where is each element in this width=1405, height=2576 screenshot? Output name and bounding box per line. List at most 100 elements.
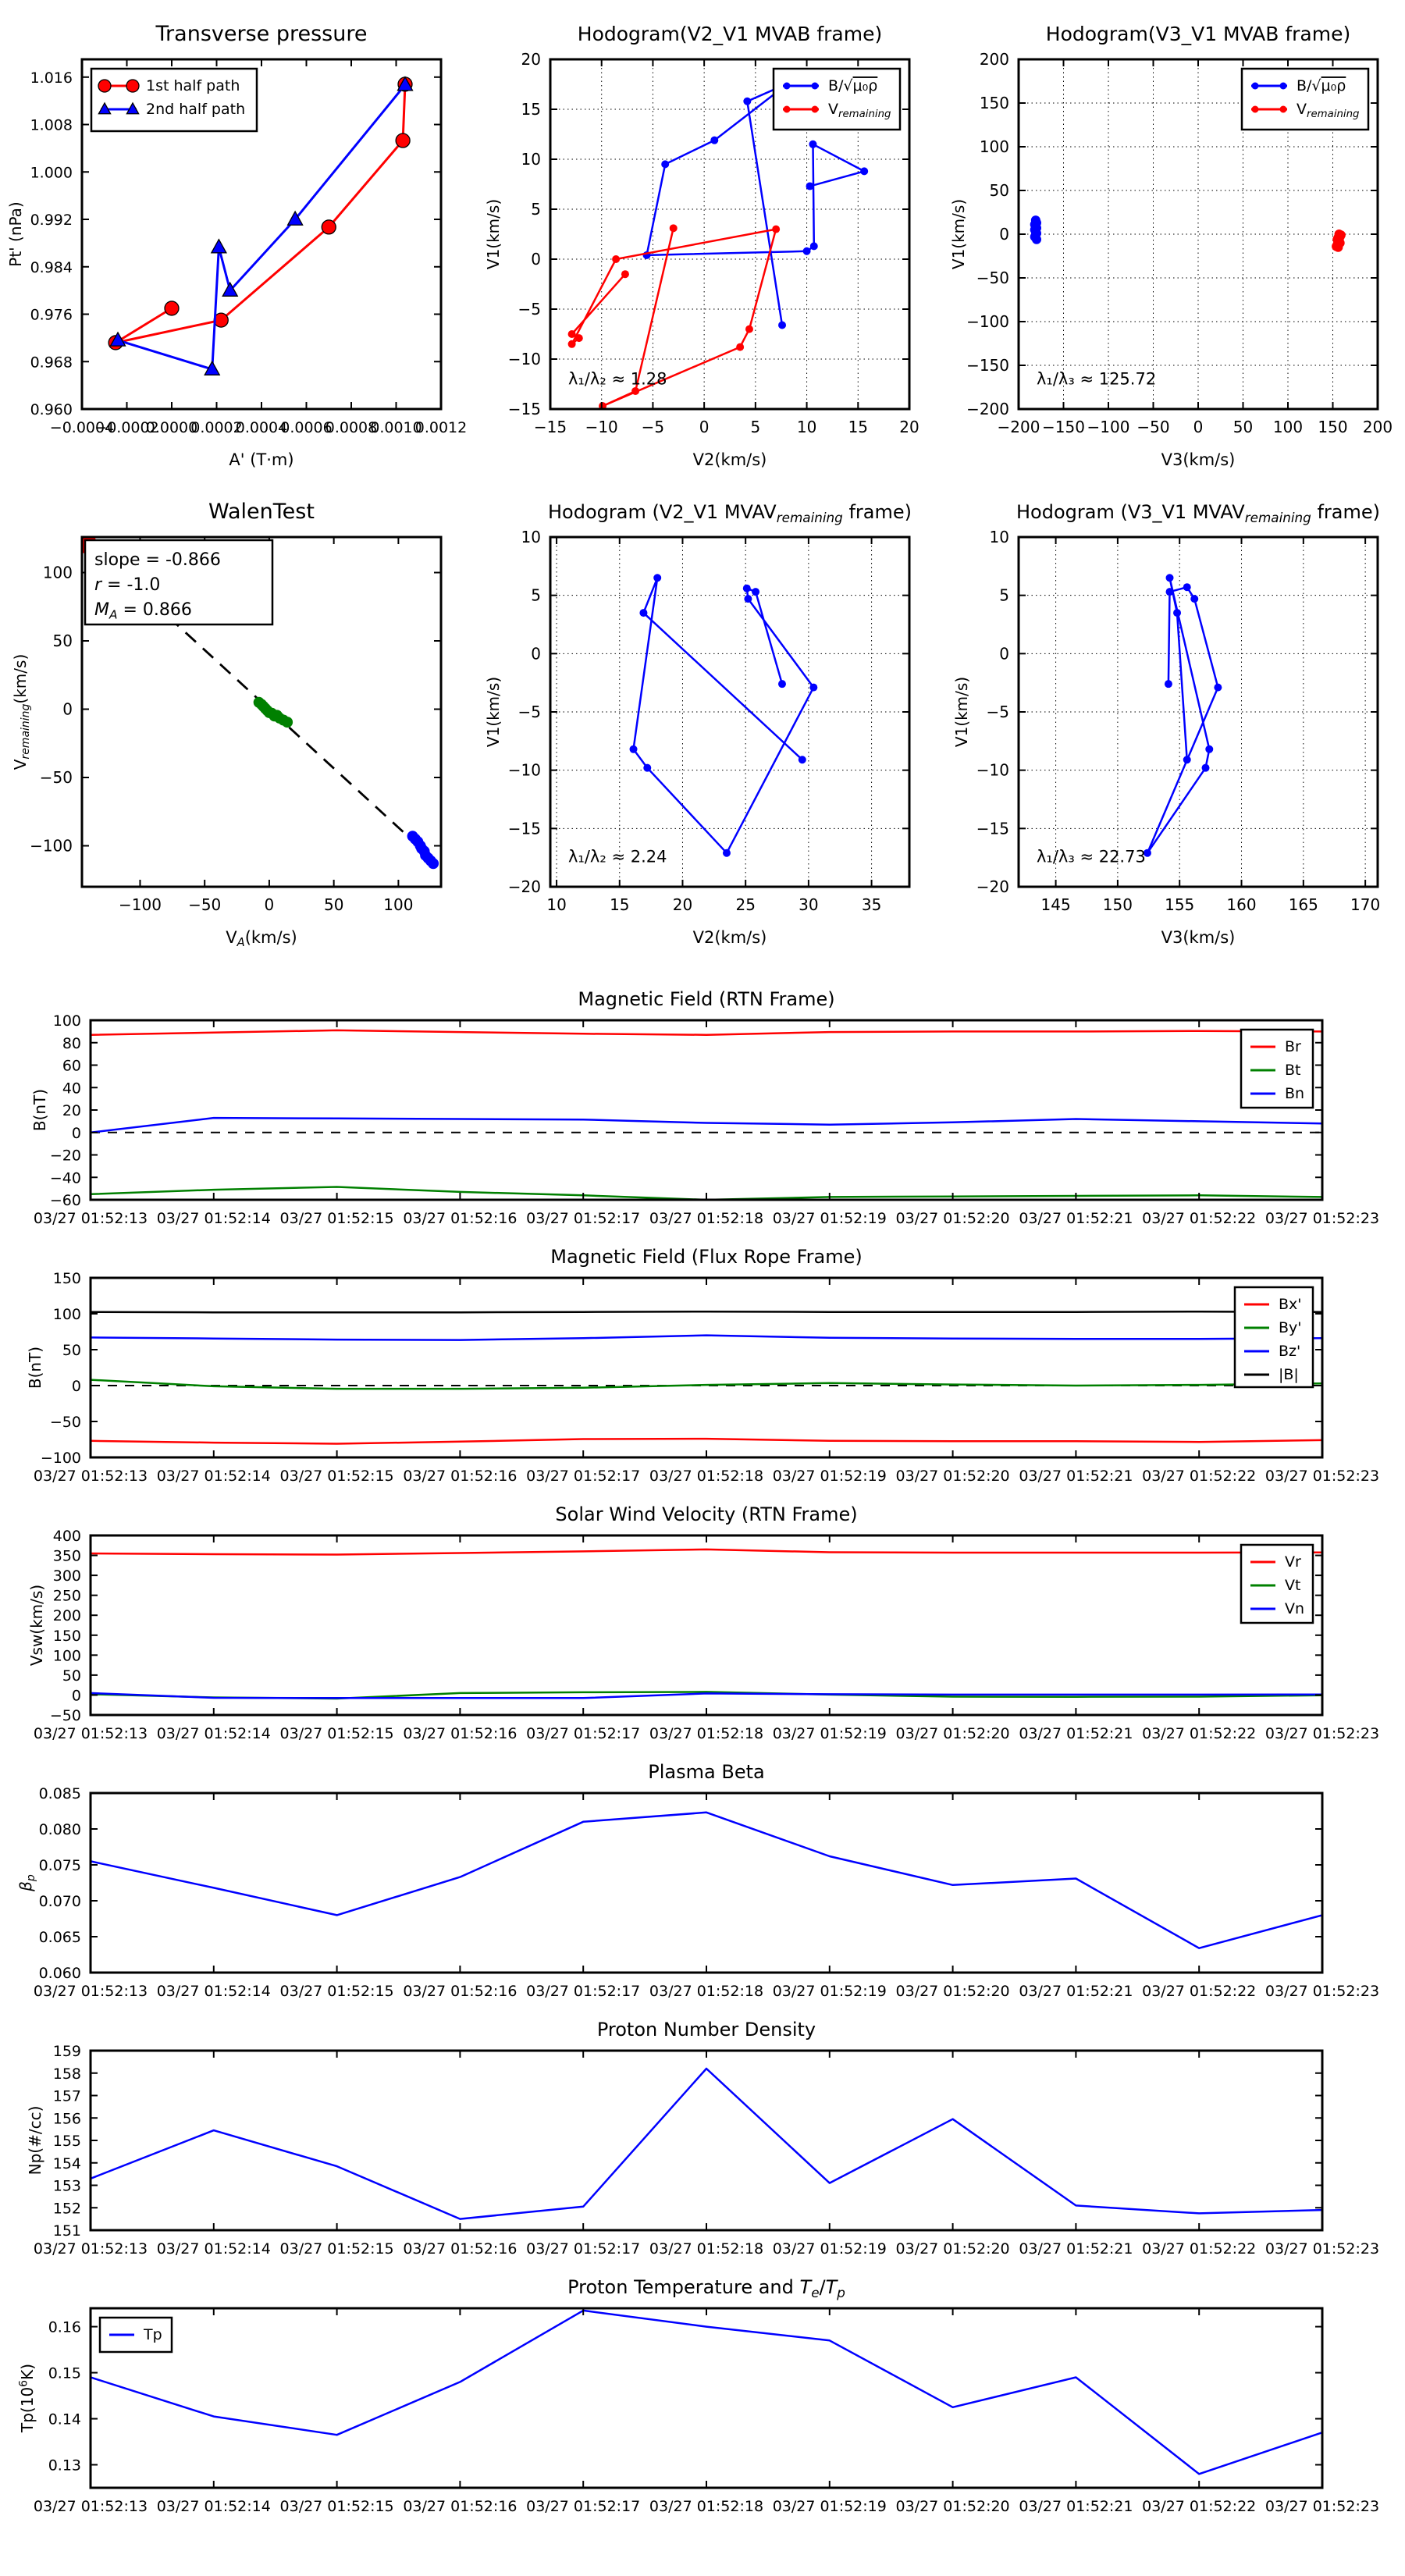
svg-text:B(nT): B(nT) xyxy=(30,1089,49,1131)
svg-text:Solar Wind Velocity (RTN Frame: Solar Wind Velocity (RTN Frame) xyxy=(555,1503,857,1525)
svg-text:03/27 01:52:21: 03/27 01:52:21 xyxy=(1019,1468,1133,1485)
svg-text:100: 100 xyxy=(980,137,1009,156)
svg-text:156: 156 xyxy=(53,2110,81,2127)
svg-text:145: 145 xyxy=(1041,895,1071,914)
svg-text:15: 15 xyxy=(848,418,868,436)
svg-text:03/27 01:52:21: 03/27 01:52:21 xyxy=(1019,1983,1133,2000)
svg-text:5: 5 xyxy=(531,586,541,605)
svg-text:Vr: Vr xyxy=(1285,1553,1301,1571)
svg-text:5: 5 xyxy=(999,586,1009,605)
svg-text:V2(km/s): V2(km/s) xyxy=(693,928,767,947)
svg-text:0.0000: 0.0000 xyxy=(146,419,197,436)
svg-text:0.16: 0.16 xyxy=(48,2319,81,2336)
svg-text:150: 150 xyxy=(1103,895,1133,914)
svg-text:0.968: 0.968 xyxy=(30,354,73,371)
svg-text:−60: −60 xyxy=(50,1192,81,1209)
svg-text:03/27 01:52:22: 03/27 01:52:22 xyxy=(1142,2240,1256,2258)
svg-text:03/27 01:52:21: 03/27 01:52:21 xyxy=(1019,1210,1133,1227)
svg-text:Bx': Bx' xyxy=(1279,1296,1302,1313)
svg-text:Proton Number Density: Proton Number Density xyxy=(597,2019,816,2041)
svg-text:10: 10 xyxy=(521,528,541,546)
svg-text:03/27 01:52:17: 03/27 01:52:17 xyxy=(526,1468,640,1485)
svg-text:03/27 01:52:14: 03/27 01:52:14 xyxy=(157,1210,271,1227)
svg-text:0.080: 0.080 xyxy=(39,1821,81,1838)
svg-text:03/27 01:52:16: 03/27 01:52:16 xyxy=(403,1468,517,1485)
svg-text:03/27 01:52:17: 03/27 01:52:17 xyxy=(526,1210,640,1227)
svg-text:−100: −100 xyxy=(966,312,1009,331)
svg-text:150: 150 xyxy=(1318,418,1347,436)
svg-text:03/27 01:52:19: 03/27 01:52:19 xyxy=(773,1210,887,1227)
svg-text:100: 100 xyxy=(53,1647,81,1664)
svg-text:03/27 01:52:15: 03/27 01:52:15 xyxy=(280,1468,394,1485)
svg-text:0: 0 xyxy=(72,1378,81,1395)
svg-text:−150: −150 xyxy=(966,356,1009,375)
svg-text:−150: −150 xyxy=(1042,418,1085,436)
svg-text:1.016: 1.016 xyxy=(30,69,73,87)
svg-text:30: 30 xyxy=(799,895,818,914)
svg-text:03/27 01:52:14: 03/27 01:52:14 xyxy=(157,1725,271,1742)
svg-text:03/27 01:52:23: 03/27 01:52:23 xyxy=(1265,1725,1379,1742)
svg-text:100: 100 xyxy=(53,1012,81,1030)
svg-text:0.060: 0.060 xyxy=(39,1965,81,1982)
svg-text:20: 20 xyxy=(62,1102,81,1119)
svg-text:03/27 01:52:15: 03/27 01:52:15 xyxy=(280,1725,394,1742)
svg-text:By': By' xyxy=(1279,1319,1302,1336)
svg-text:−100: −100 xyxy=(41,1450,81,1467)
svg-text:0.0004: 0.0004 xyxy=(236,419,287,436)
svg-text:B(nT): B(nT) xyxy=(26,1347,44,1389)
svg-text:03/27 01:52:23: 03/27 01:52:23 xyxy=(1265,2498,1379,2515)
svg-text:0: 0 xyxy=(531,250,541,269)
svg-text:03/27 01:52:19: 03/27 01:52:19 xyxy=(773,1468,887,1485)
svg-text:Vsw(km/s): Vsw(km/s) xyxy=(27,1585,46,1666)
svg-text:03/27 01:52:13: 03/27 01:52:13 xyxy=(34,2240,148,2258)
svg-text:50: 50 xyxy=(990,181,1009,200)
svg-text:151: 151 xyxy=(53,2222,81,2240)
svg-text:03/27 01:52:17: 03/27 01:52:17 xyxy=(526,2498,640,2515)
svg-text:03/27 01:52:16: 03/27 01:52:16 xyxy=(403,2240,517,2258)
svg-text:5: 5 xyxy=(751,418,761,436)
svg-text:20: 20 xyxy=(521,50,541,69)
svg-text:Vremaining(km/s): Vremaining(km/s) xyxy=(11,654,32,770)
svg-text:03/27 01:52:22: 03/27 01:52:22 xyxy=(1142,1725,1256,1742)
svg-text:50: 50 xyxy=(324,895,343,914)
svg-text:−20: −20 xyxy=(508,877,541,896)
svg-text:15: 15 xyxy=(521,100,541,119)
svg-text:0.13: 0.13 xyxy=(48,2457,81,2475)
svg-text:03/27 01:52:23: 03/27 01:52:23 xyxy=(1265,1468,1379,1485)
svg-text:0.14: 0.14 xyxy=(48,2411,81,2428)
svg-text:03/27 01:52:20: 03/27 01:52:20 xyxy=(896,1983,1010,2000)
svg-text:0.0010: 0.0010 xyxy=(370,419,422,436)
svg-text:03/27 01:52:19: 03/27 01:52:19 xyxy=(773,2498,887,2515)
svg-text:10: 10 xyxy=(521,150,541,169)
svg-text:λ₁/λ₂ ≈ 1.28: λ₁/λ₂ ≈ 1.28 xyxy=(568,370,667,389)
svg-text:−100: −100 xyxy=(30,837,73,856)
svg-text:0.0008: 0.0008 xyxy=(325,419,377,436)
svg-text:0.992: 0.992 xyxy=(30,212,73,229)
svg-text:03/27 01:52:21: 03/27 01:52:21 xyxy=(1019,2240,1133,2258)
chart-proton-number-density: 03/27 01:52:13 03/27 01:52:14 03/27 01:52:… xyxy=(26,2019,1379,2258)
svg-text:200: 200 xyxy=(1363,418,1393,436)
svg-text:Vremaining: Vremaining xyxy=(828,101,891,120)
svg-text:0.0006: 0.0006 xyxy=(280,419,332,436)
svg-text:03/27 01:52:19: 03/27 01:52:19 xyxy=(773,1983,887,2000)
svg-text:150: 150 xyxy=(980,94,1009,112)
svg-text:03/27 01:52:15: 03/27 01:52:15 xyxy=(280,1983,394,2000)
svg-text:V1(km/s): V1(km/s) xyxy=(949,199,968,269)
svg-text:−50: −50 xyxy=(50,1414,81,1431)
svg-text:λ₁/λ₃ ≈ 125.72: λ₁/λ₃ ≈ 125.72 xyxy=(1037,370,1156,389)
svg-text:−0.0004: −0.0004 xyxy=(50,419,114,436)
svg-text:03/27 01:52:22: 03/27 01:52:22 xyxy=(1142,1983,1256,2000)
svg-text:400: 400 xyxy=(53,1528,81,1545)
svg-text:03/27 01:52:23: 03/27 01:52:23 xyxy=(1265,2240,1379,2258)
svg-text:2nd half path: 2nd half path xyxy=(146,101,245,118)
svg-text:Bz': Bz' xyxy=(1279,1343,1300,1360)
chart-transverse-pressure: −0.0004−0.00020.00000.00020.00040.00060.… xyxy=(6,22,467,469)
svg-text:200: 200 xyxy=(53,1607,81,1624)
svg-text:V1(km/s): V1(km/s) xyxy=(484,677,503,747)
svg-text:0.085: 0.085 xyxy=(39,1785,81,1802)
svg-text:slope = -0.866: slope = -0.866 xyxy=(94,550,221,570)
svg-text:03/27 01:52:14: 03/27 01:52:14 xyxy=(157,1983,271,2000)
svg-text:−10: −10 xyxy=(508,350,541,368)
svg-text:0.960: 0.960 xyxy=(30,401,73,418)
